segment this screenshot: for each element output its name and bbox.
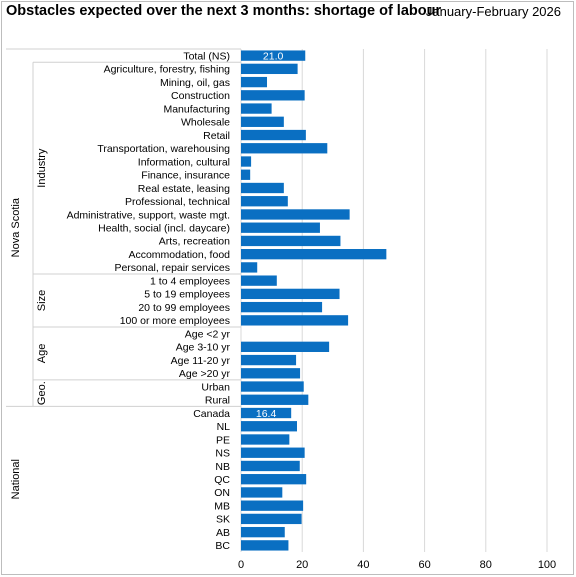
category-label: Age >20 yr <box>179 368 231 380</box>
category-label: Transportation, warehousing <box>97 143 230 155</box>
category-label: Information, cultural <box>138 156 230 168</box>
group-label: Size <box>36 290 48 311</box>
bar <box>241 368 301 379</box>
bar <box>241 381 304 392</box>
category-label: AB <box>216 527 230 539</box>
bar <box>241 407 292 419</box>
category-label: Canada <box>193 408 230 420</box>
bar <box>241 222 320 233</box>
category-label: 5 to 19 employees <box>144 289 230 301</box>
bar <box>241 90 305 101</box>
data-label: 21.0 <box>263 51 284 63</box>
category-label: NB <box>215 461 230 473</box>
bar <box>241 156 252 167</box>
bar <box>241 116 284 127</box>
bar <box>241 421 297 432</box>
category-label: Total (NS) <box>183 50 230 62</box>
bar <box>241 301 323 313</box>
chart-title: Obstacles expected over the next 3 month… <box>6 3 442 19</box>
category-label: Personal, repair services <box>114 262 230 274</box>
bar <box>241 447 305 458</box>
category-label: PE <box>216 434 230 446</box>
category-label: MB <box>214 500 230 512</box>
category-label: Professional, technical <box>125 196 230 208</box>
category-label: Age 11-20 yr <box>171 355 231 367</box>
category-label: Rural <box>205 395 230 407</box>
category-label: BC <box>215 540 230 552</box>
category-label: Manufacturing <box>163 103 230 115</box>
x-tick-label: 20 <box>296 559 308 571</box>
x-tick-label: 60 <box>418 559 430 571</box>
bar <box>241 209 350 220</box>
bar <box>241 262 258 273</box>
bar <box>241 500 304 511</box>
bar <box>241 143 328 154</box>
bar <box>241 354 297 366</box>
bar <box>241 129 306 141</box>
x-tick-label: 100 <box>538 559 556 571</box>
bar <box>241 50 306 61</box>
bar <box>241 169 251 180</box>
category-label: Accommodation, food <box>128 249 230 261</box>
category-label: QC <box>214 474 230 486</box>
category-label: Urban <box>201 381 230 393</box>
category-label: SK <box>216 514 230 526</box>
x-tick-label: 80 <box>480 559 492 571</box>
category-label: Agriculture, forestry, fishing <box>104 64 231 76</box>
x-tick-label: 40 <box>357 559 369 571</box>
bar <box>241 513 302 525</box>
outer-group-label: National <box>10 459 22 499</box>
bar <box>241 460 300 472</box>
category-label: 1 to 4 employees <box>150 275 230 287</box>
bar <box>241 540 289 551</box>
bar <box>241 474 307 485</box>
category-label: Retail <box>203 130 230 142</box>
category-label: Wholesale <box>181 117 230 129</box>
bar <box>241 182 284 194</box>
bar <box>241 235 341 247</box>
data-label: 16.4 <box>256 408 277 420</box>
category-label: Finance, insurance <box>141 170 230 182</box>
category-label: NS <box>215 448 230 460</box>
bar <box>241 196 288 207</box>
category-label: Age <2 yr <box>185 328 231 340</box>
bar <box>241 341 330 352</box>
category-label: Administrative, support, waste mgt. <box>67 209 230 221</box>
bar <box>241 249 387 260</box>
bar <box>241 63 298 75</box>
group-label: Industry <box>36 148 48 188</box>
bar <box>241 76 268 88</box>
category-label: ON <box>214 487 230 499</box>
category-label: NL <box>217 421 231 433</box>
outer-group-label: Nova Scotia <box>10 197 22 257</box>
period-label: January-February 2026 <box>425 4 561 19</box>
category-label: Construction <box>171 90 230 102</box>
bar <box>241 315 349 326</box>
group-label: Geo. <box>36 381 48 405</box>
category-label: Mining, oil, gas <box>160 77 230 89</box>
category-label: Age 3-10 yr <box>176 342 231 354</box>
bar <box>241 434 290 445</box>
category-label: Real estate, leasing <box>138 183 230 195</box>
category-label: Health, social (incl. daycare) <box>98 222 230 234</box>
bar <box>241 487 283 498</box>
bar <box>241 103 272 114</box>
x-tick-label: 0 <box>238 559 244 571</box>
category-label: 100 or more employees <box>120 315 230 327</box>
bar <box>241 526 285 538</box>
bar <box>241 394 309 405</box>
bar <box>241 288 340 300</box>
group-label: Age <box>36 344 48 364</box>
bar <box>241 275 277 286</box>
category-label: Arts, recreation <box>159 236 230 248</box>
category-label: 20 to 99 employees <box>138 302 230 314</box>
